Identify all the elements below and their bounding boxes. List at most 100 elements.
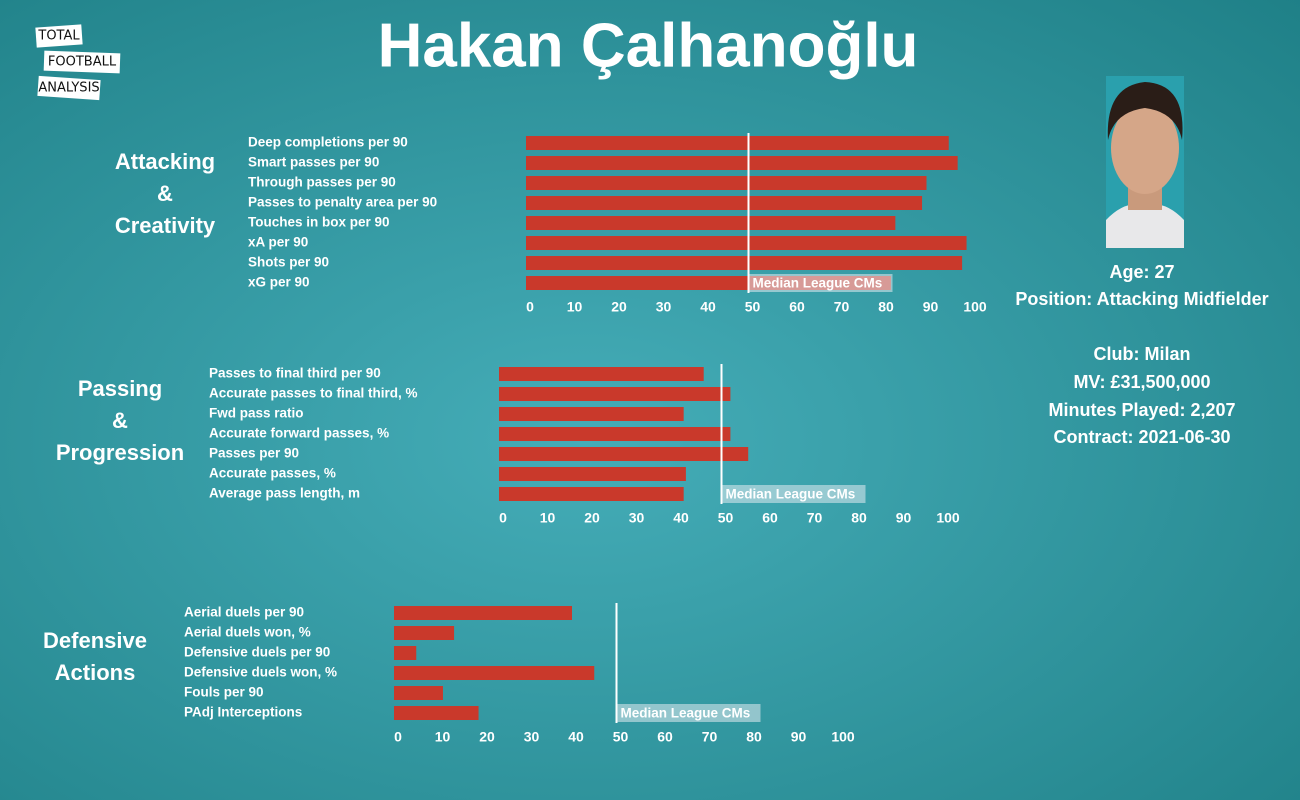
bar <box>499 487 684 501</box>
x-tick-label: 50 <box>613 729 629 745</box>
x-tick-label: 10 <box>435 729 451 745</box>
row-label: Accurate forward passes, % <box>209 426 389 441</box>
row-label: Fouls per 90 <box>184 685 264 700</box>
x-tick-label: 60 <box>789 299 805 315</box>
median-label-bg <box>722 485 866 503</box>
bar <box>394 666 595 680</box>
x-tick-label: 70 <box>702 729 718 745</box>
x-tick-label: 0 <box>499 510 507 526</box>
chart: Defensive Actions Aerial duels per 90 Aeria… <box>43 603 855 745</box>
bar <box>394 606 572 620</box>
chart: Attacking & Creativity Deep completions per… <box>115 133 987 315</box>
row-label: Touches in box per 90 <box>248 215 390 230</box>
bar <box>526 236 967 250</box>
logo-text: TOTAL <box>37 29 80 44</box>
profile-line: Position: Attacking Midfielder <box>1015 289 1268 309</box>
row-label: Passes to final third per 90 <box>209 366 381 381</box>
bar <box>499 467 686 481</box>
row-label: Average pass length, m <box>209 486 360 501</box>
x-tick-label: 40 <box>673 510 689 526</box>
bar <box>526 176 927 190</box>
bar <box>526 216 896 230</box>
row-label: Through passes per 90 <box>248 175 396 190</box>
bar <box>394 686 443 700</box>
row-label: Smart passes per 90 <box>248 155 379 170</box>
x-tick-label: 50 <box>745 299 761 315</box>
x-tick-label: 90 <box>923 299 939 315</box>
row-label: Passes to penalty area per 90 <box>248 195 437 210</box>
photo-hair <box>1107 82 1183 140</box>
section-label: & <box>157 181 173 206</box>
row-label: xA per 90 <box>248 235 308 250</box>
x-tick-label: 100 <box>963 299 987 315</box>
row-label: Aerial duels per 90 <box>184 605 304 620</box>
logo-box <box>37 75 101 101</box>
title: Hakan Çalhanoğlu <box>378 11 919 80</box>
x-tick-label: 90 <box>791 729 807 745</box>
median-label: Median League CMs <box>621 706 751 721</box>
logo: TOTAL FOOTBALL ANALYSIS <box>35 24 121 101</box>
x-tick-label: 20 <box>479 729 495 745</box>
row-label: PAdj Interceptions <box>184 705 302 720</box>
row-label: Fwd pass ratio <box>209 406 304 421</box>
x-tick-label: 10 <box>567 299 583 315</box>
median-label: Median League CMs <box>753 276 883 291</box>
player-photo <box>1106 76 1184 248</box>
x-tick-label: 100 <box>831 729 855 745</box>
photo-face <box>1111 102 1179 194</box>
logo-text: FOOTBALL <box>48 55 117 70</box>
bar <box>499 407 684 421</box>
bar <box>394 626 455 640</box>
section-label: Progression <box>56 440 184 465</box>
x-tick-label: 30 <box>656 299 672 315</box>
chart: Passing & Progression Passes to final third… <box>56 364 960 526</box>
section-label: Actions <box>55 660 136 685</box>
x-tick-label: 40 <box>700 299 716 315</box>
x-tick-label: 70 <box>807 510 823 526</box>
x-tick-label: 60 <box>762 510 778 526</box>
median-label-bg <box>617 704 761 722</box>
section-label: Creativity <box>115 213 216 238</box>
section-label: Attacking <box>115 149 215 174</box>
row-label: Accurate passes, % <box>209 466 336 481</box>
bar <box>499 367 704 381</box>
row-label: Defensive duels won, % <box>184 665 337 680</box>
row-label: Shots per 90 <box>248 255 329 270</box>
photo-shirt <box>1106 204 1184 248</box>
bar <box>394 706 479 720</box>
x-tick-label: 0 <box>394 729 402 745</box>
section-label: & <box>112 408 128 433</box>
section-label: Passing <box>78 376 162 401</box>
bar <box>526 136 949 150</box>
profile-line: Contract: 2021-06-30 <box>1053 427 1230 447</box>
x-tick-label: 0 <box>526 299 534 315</box>
bar <box>526 256 963 270</box>
bar <box>499 427 731 441</box>
row-label: Defensive duels per 90 <box>184 645 330 660</box>
x-tick-label: 80 <box>851 510 867 526</box>
bar <box>526 196 923 210</box>
x-tick-label: 100 <box>936 510 960 526</box>
bar <box>526 156 958 170</box>
x-tick-label: 30 <box>629 510 645 526</box>
x-tick-label: 50 <box>718 510 734 526</box>
median-label: Median League CMs <box>726 487 856 502</box>
x-tick-label: 10 <box>540 510 556 526</box>
profile-line: Age: 27 <box>1109 262 1174 282</box>
x-tick-label: 60 <box>657 729 673 745</box>
x-tick-label: 20 <box>584 510 600 526</box>
bar <box>394 646 417 660</box>
logo-box <box>43 50 121 74</box>
bar <box>499 447 749 461</box>
row-label: Aerial duels won, % <box>184 625 311 640</box>
profile-line: MV: £31,500,000 <box>1073 372 1210 392</box>
row-label: Deep completions per 90 <box>248 135 408 150</box>
profile: Age: 27 Position: Attacking Midfielder C… <box>1015 262 1268 447</box>
x-tick-label: 20 <box>611 299 627 315</box>
x-tick-label: 90 <box>896 510 912 526</box>
profile-line: Minutes Played: 2,207 <box>1048 400 1235 420</box>
row-label: xG per 90 <box>248 275 310 290</box>
x-tick-label: 70 <box>834 299 850 315</box>
median-label-bg <box>749 274 893 292</box>
